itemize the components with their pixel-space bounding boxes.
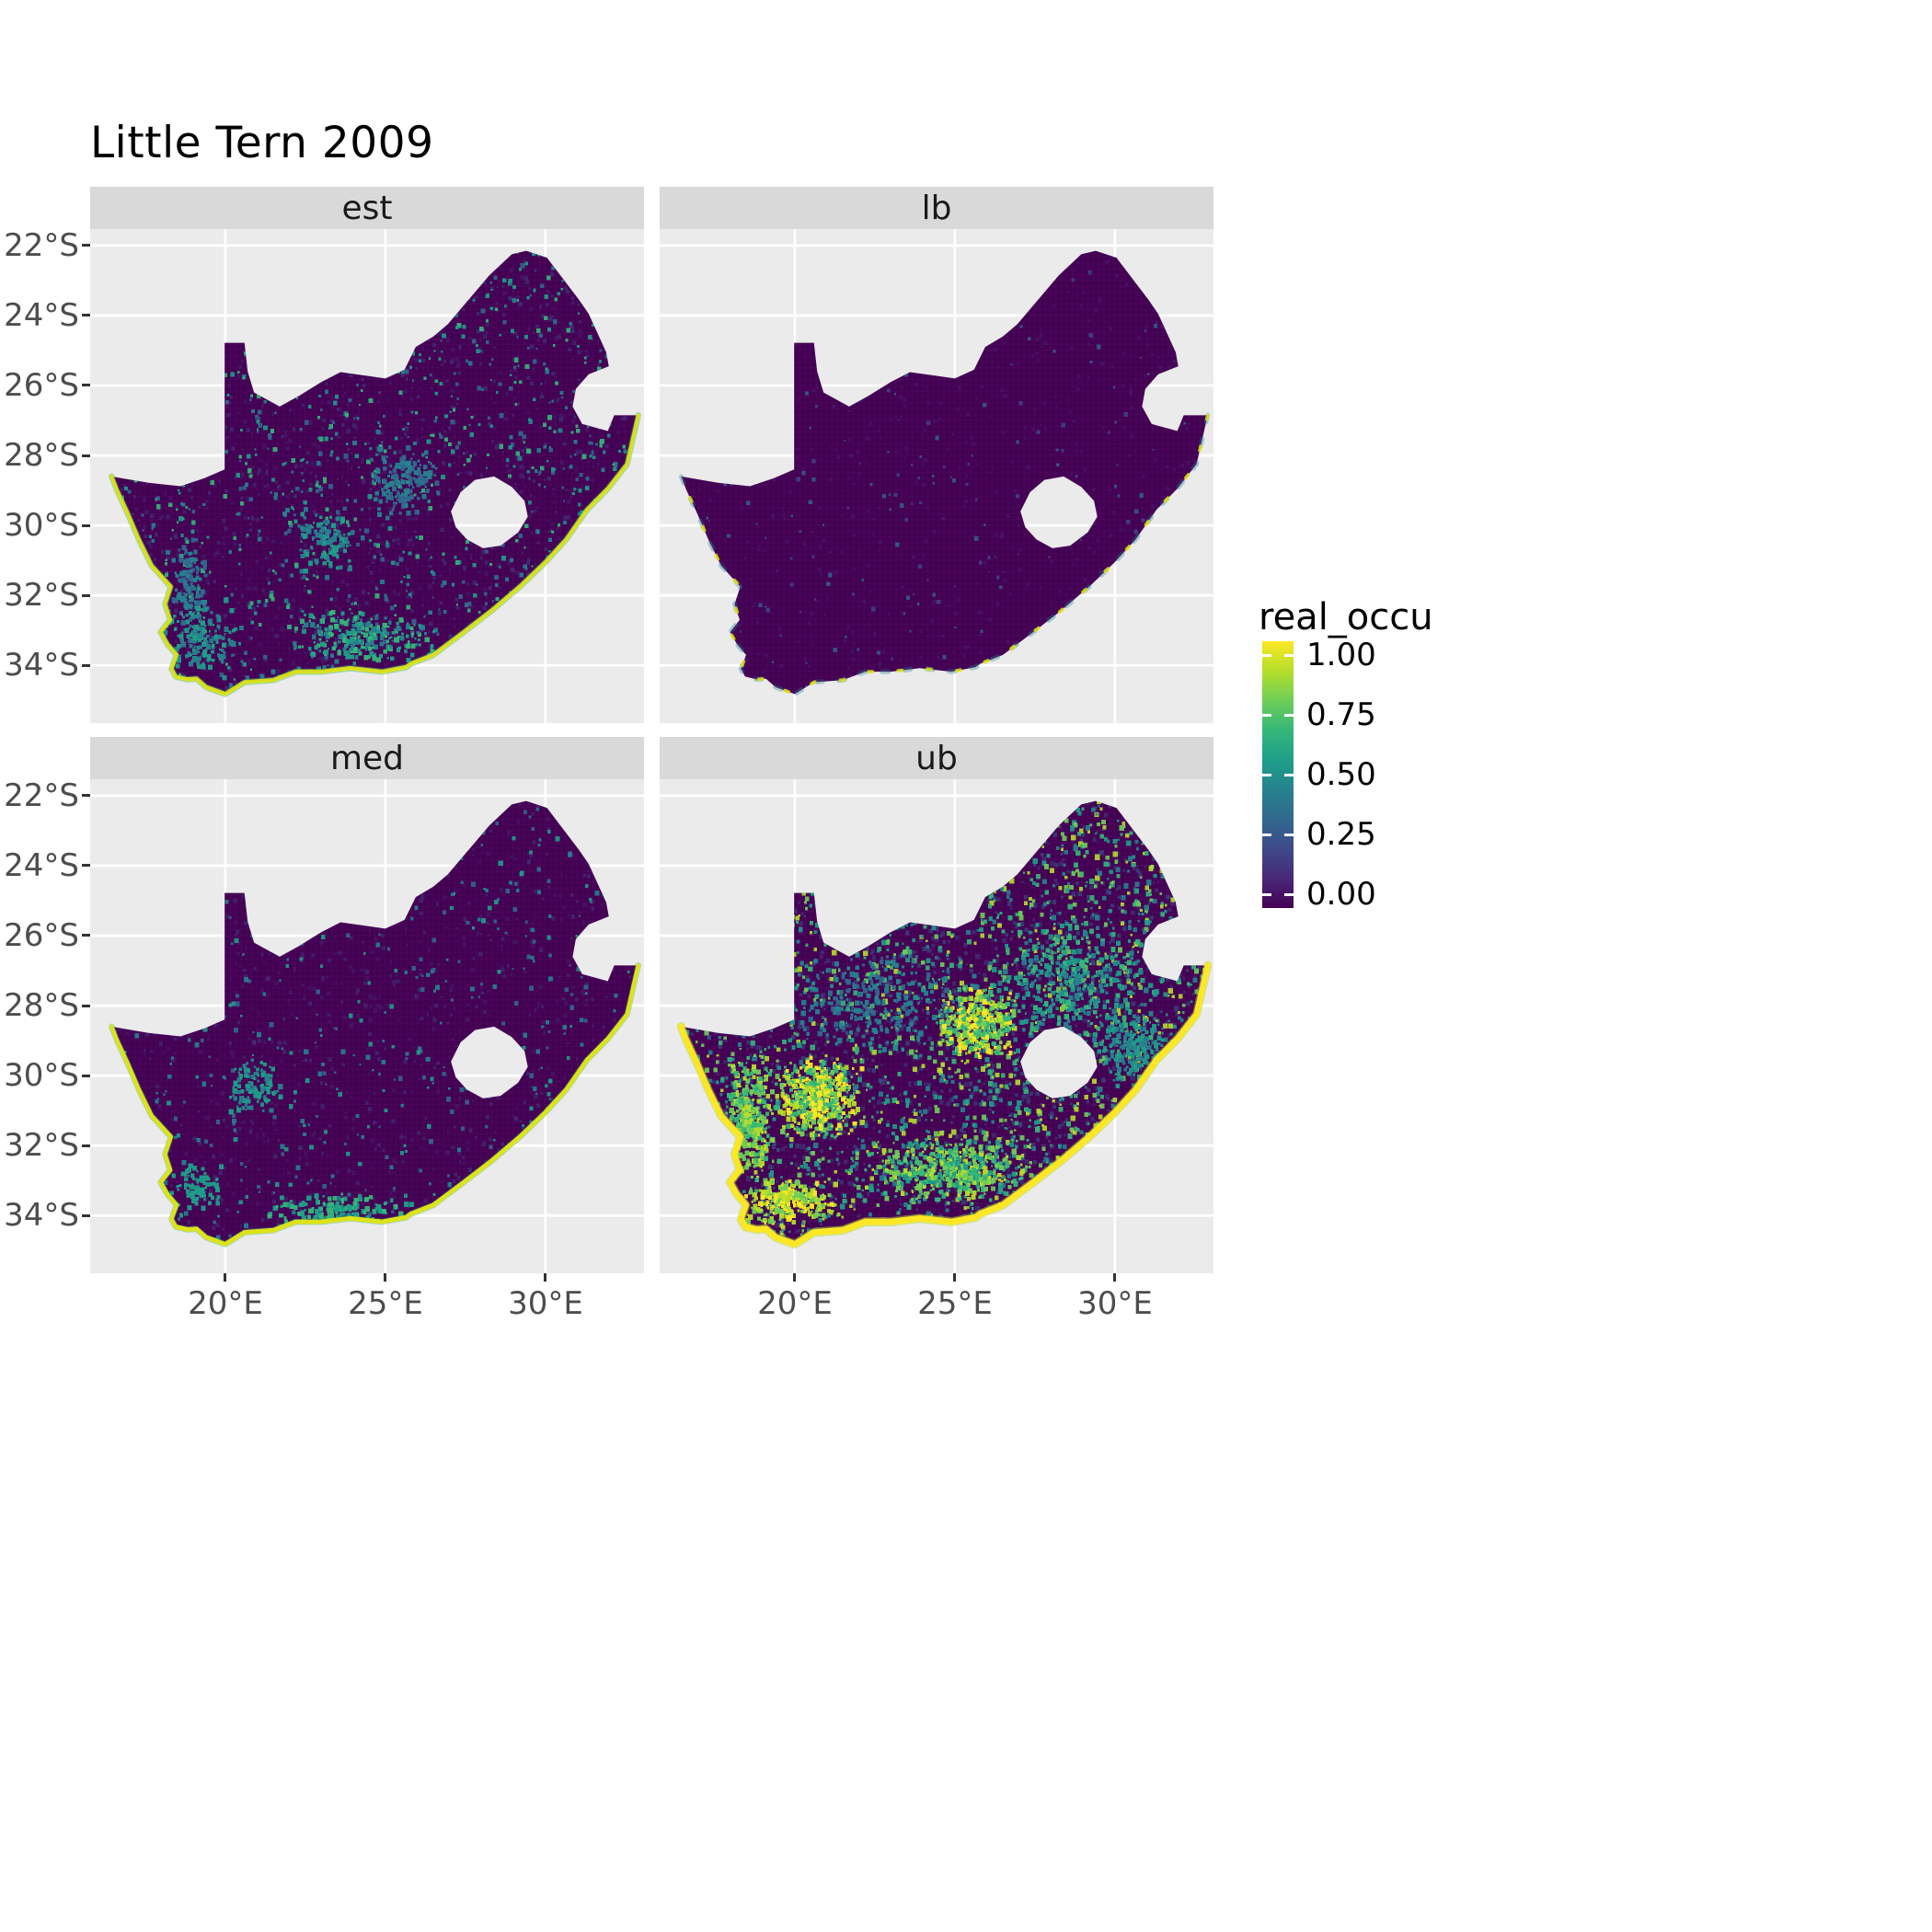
x-axis-label: 30°E	[1077, 1285, 1153, 1322]
facet-panel-ub	[660, 779, 1213, 1273]
y-axis-tick	[82, 934, 90, 937]
y-axis-tick	[82, 1075, 90, 1077]
y-axis-tick	[82, 864, 90, 867]
y-axis-label: 34°S	[4, 1197, 79, 1234]
y-axis-label: 32°S	[4, 1127, 79, 1164]
facet-strip-label: ub	[915, 739, 958, 777]
x-axis-label: 20°E	[757, 1285, 833, 1322]
x-axis-label: 25°E	[348, 1285, 423, 1322]
y-axis-tick	[82, 454, 90, 457]
y-axis-tick	[82, 664, 90, 667]
legend-tick-mark	[1284, 653, 1294, 657]
y-axis-label: 24°S	[4, 847, 79, 884]
legend-tick-label: 0.25	[1306, 816, 1376, 853]
facet-strip-lb: lb	[660, 187, 1213, 229]
y-axis-label: 28°S	[4, 987, 79, 1024]
legend-tick-label: 0.75	[1306, 696, 1376, 733]
facet-strip-ub: ub	[660, 737, 1213, 779]
legend-tick-mark	[1284, 773, 1294, 776]
map-med	[90, 779, 644, 1273]
legend-tick-label: 1.00	[1306, 637, 1376, 673]
y-axis-label: 32°S	[4, 577, 79, 614]
y-axis-label: 30°S	[4, 1057, 79, 1094]
x-axis-tick	[953, 1273, 956, 1282]
y-axis-tick	[82, 1144, 90, 1147]
facet-strip-med: med	[90, 737, 644, 779]
y-axis-label: 26°S	[4, 367, 79, 404]
x-axis-tick	[544, 1273, 546, 1282]
facet-panel-lb	[660, 229, 1213, 723]
x-axis-tick	[224, 1273, 226, 1282]
legend-tick-mark	[1262, 773, 1271, 776]
y-axis-label: 34°S	[4, 647, 79, 684]
legend-tick-label: 0.00	[1306, 876, 1376, 913]
y-axis-label: 22°S	[4, 777, 79, 814]
facet-strip-label: med	[329, 739, 405, 777]
y-axis-tick	[82, 1005, 90, 1007]
legend-tick-mark	[1284, 833, 1294, 836]
map-est	[90, 229, 644, 723]
legend-tick-mark	[1262, 713, 1271, 717]
facet-strip-label: est	[341, 189, 393, 227]
y-axis-label: 26°S	[4, 917, 79, 954]
facet-panel-est	[90, 229, 644, 723]
legend-tick-mark	[1262, 653, 1271, 657]
x-axis-tick	[793, 1273, 796, 1282]
y-axis-label: 30°S	[4, 507, 79, 544]
facet-panel-med	[90, 779, 644, 1273]
map-ub	[660, 779, 1213, 1273]
legend-tick-label: 0.50	[1306, 756, 1376, 793]
x-axis-label: 30°E	[508, 1285, 583, 1322]
y-axis-tick	[82, 794, 90, 797]
y-axis-label: 28°S	[4, 437, 79, 474]
plot-title: Little Tern 2009	[90, 118, 434, 168]
x-axis-label: 25°E	[917, 1285, 993, 1322]
y-axis-tick	[82, 524, 90, 527]
x-axis-tick	[1113, 1273, 1116, 1282]
legend-tick-mark	[1262, 892, 1271, 896]
x-axis-tick	[384, 1273, 386, 1282]
facet-strip-label: lb	[921, 189, 952, 227]
legend-title: real_occu	[1259, 596, 1433, 638]
map-lb	[660, 229, 1213, 723]
y-axis-tick	[82, 1214, 90, 1217]
y-axis-tick	[82, 244, 90, 247]
y-axis-tick	[82, 594, 90, 597]
y-axis-tick	[82, 314, 90, 316]
legend-tick-mark	[1262, 833, 1271, 836]
y-axis-tick	[82, 384, 90, 386]
legend-tick-mark	[1284, 713, 1294, 717]
legend-tick-mark	[1284, 892, 1294, 896]
facet-strip-est: est	[90, 187, 644, 229]
y-axis-label: 22°S	[4, 227, 79, 264]
x-axis-label: 20°E	[188, 1285, 263, 1322]
y-axis-label: 24°S	[4, 297, 79, 334]
